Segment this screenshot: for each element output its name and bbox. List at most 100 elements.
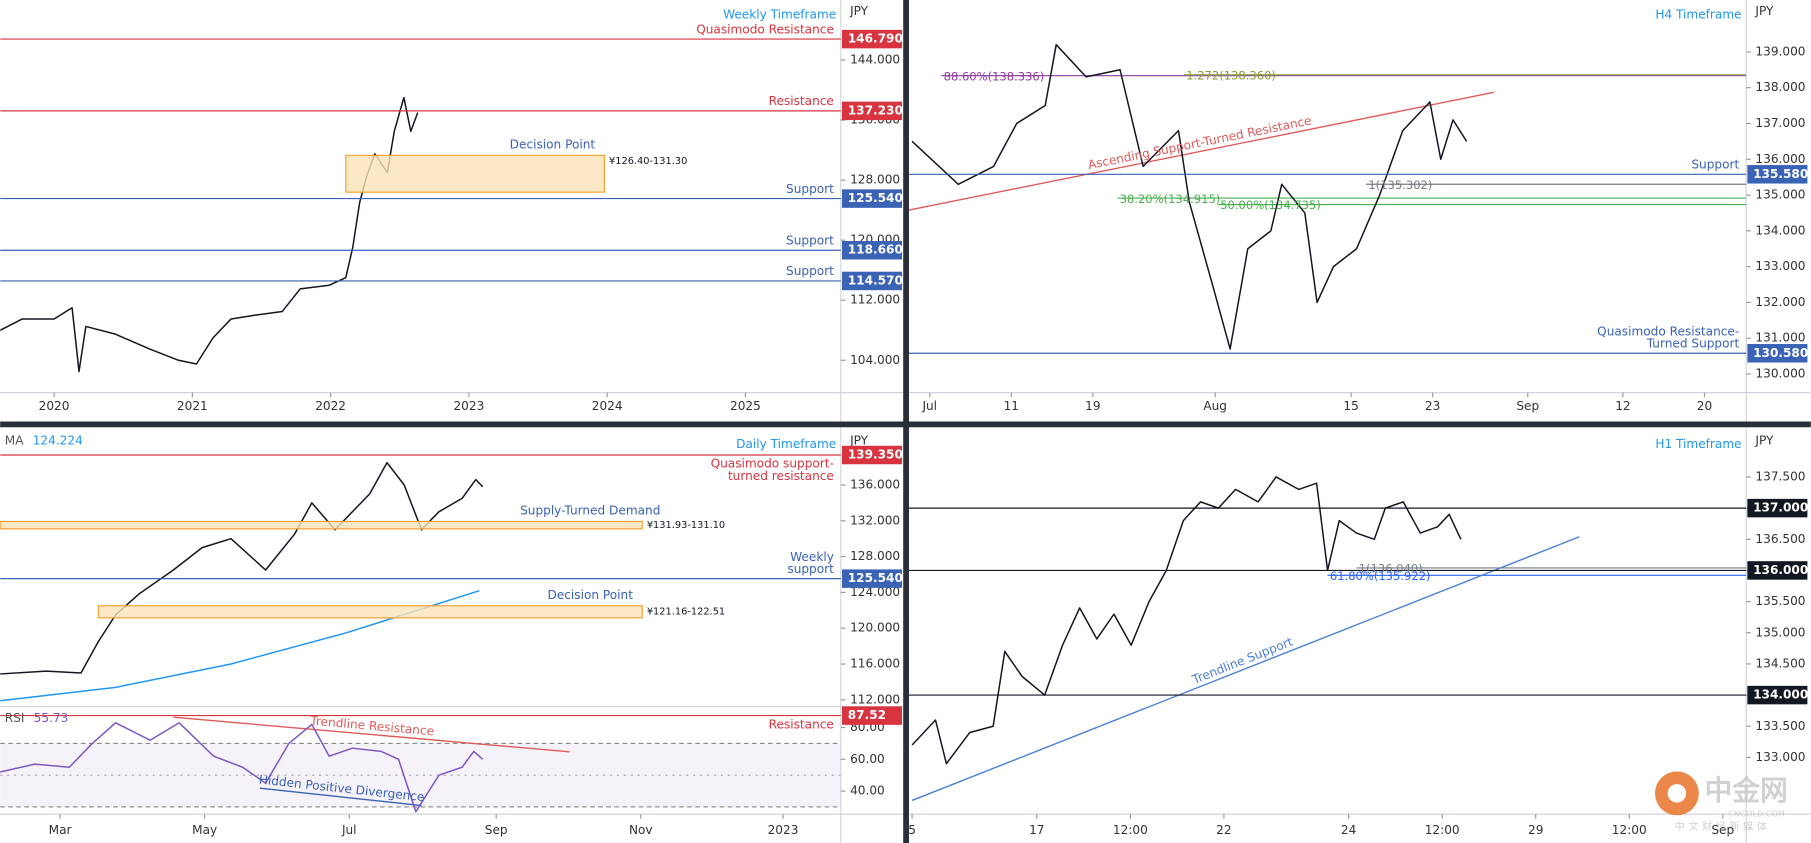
price-tag-label: 135.580 <box>1753 167 1808 181</box>
price-tag <box>841 271 903 291</box>
price-tag <box>841 189 903 208</box>
trendline <box>908 91 1494 211</box>
price-tag-label: 136.000 <box>1753 563 1808 577</box>
x-tick-label: 20 <box>1697 399 1712 413</box>
price-tag <box>841 706 903 725</box>
fib-label: 50.00%(134.735) <box>1220 198 1321 212</box>
price-tag <box>841 445 903 465</box>
x-tick-label: 5 <box>908 823 916 837</box>
x-tick-label: Aug <box>1203 399 1227 413</box>
y-tick-label: 104.000 <box>850 353 900 367</box>
level-annotation: support <box>787 562 834 576</box>
zone <box>345 154 605 193</box>
level-annotation: Support <box>786 234 834 248</box>
y-tick-label: 144.000 <box>850 53 900 67</box>
y-tick-label: 139.000 <box>1755 44 1805 58</box>
price-tag <box>1747 685 1808 705</box>
plot-area <box>908 476 1747 802</box>
zone <box>97 605 643 619</box>
legend-name: RSI <box>5 711 25 725</box>
price-tag-label: 130.580 <box>1753 346 1808 360</box>
x-tick-label: Mar <box>49 823 72 837</box>
y-tick-label: 128.000 <box>850 173 900 187</box>
x-tick-label: 12:00 <box>1612 823 1647 837</box>
y-tick-label: 133.500 <box>1755 719 1805 733</box>
plot-area <box>908 43 1747 354</box>
x-tick-label: 29 <box>1528 823 1543 837</box>
price-tag-label: 146.790 <box>848 32 903 46</box>
price-line <box>911 43 1468 350</box>
level-annotation: Quasimodo support- <box>711 457 834 471</box>
x-tick-label: 2022 <box>315 399 346 413</box>
level-annotation: Weekly <box>790 550 834 564</box>
level-annotation: Quasimodo Resistance <box>696 22 834 36</box>
timeframe-title: H1 Timeframe <box>1655 437 1741 451</box>
price-tag-label: 134.000 <box>1753 688 1808 702</box>
y-tick-label: 124.000 <box>850 585 900 599</box>
price-tag <box>1747 498 1808 518</box>
x-tick-label: 2020 <box>39 399 70 413</box>
legend-value: 124.224 <box>33 434 83 448</box>
price-tag <box>1747 561 1808 580</box>
x-tick-label: 2025 <box>730 399 761 413</box>
y-tick-label: 134.500 <box>1755 656 1805 670</box>
price-tag-label: 137.230 <box>848 103 903 117</box>
x-tick-label: Sep <box>1711 823 1734 837</box>
x-tick-label: Jul <box>341 823 357 837</box>
watermark-logo <box>1667 784 1687 803</box>
x-tick-label: 2024 <box>592 399 623 413</box>
y-tick-label: 136.500 <box>1755 532 1805 546</box>
trendline <box>173 716 570 753</box>
y-tick-label: 133.000 <box>1755 259 1805 273</box>
level-annotation: Support <box>786 182 834 196</box>
zone-range: ¥121.16-122.51 <box>647 607 725 618</box>
y-tick-label: 133.000 <box>1755 750 1805 764</box>
fib-label: 61.80%(135.922) <box>1330 569 1431 583</box>
watermark: 中金网 CNGOLD.COM 中 文 财 经 新 媒 体 <box>1654 771 1788 833</box>
price-tag-label: 118.660 <box>848 243 903 257</box>
x-tick-label: 2023 <box>768 823 799 837</box>
x-tick-label: 19 <box>1085 399 1100 413</box>
y-tick-label: 135.500 <box>1755 594 1805 608</box>
level-annotation: turned resistance <box>728 469 834 483</box>
x-tick-label: 12 <box>1615 399 1630 413</box>
timeframe-title: Weekly Timeframe <box>723 8 836 22</box>
zone-label: Decision Point <box>510 137 596 151</box>
price-tag-label: 87.52 <box>848 708 886 722</box>
x-tick-label: 24 <box>1341 823 1357 837</box>
price-tag <box>1747 165 1808 184</box>
plot-area <box>0 715 841 813</box>
fib-label: 1.272(138.360) <box>1186 68 1276 82</box>
price-tag <box>1747 344 1808 363</box>
currency-label: JPY <box>1754 4 1774 18</box>
zone <box>0 520 643 530</box>
y-tick-label: 136.000 <box>1755 152 1805 166</box>
y-tick-label: 120.000 <box>850 621 900 635</box>
y-tick-label: 112.000 <box>850 692 900 706</box>
fib-label: 88.60%(138.336) <box>944 69 1045 83</box>
panel-divider <box>0 421 1811 428</box>
price-tag <box>841 569 903 588</box>
price-tag-label: 125.540 <box>848 191 903 205</box>
y-tick-label: 60.00 <box>850 752 885 766</box>
legend-name: MA <box>5 434 24 448</box>
fib-label: 38.20%(134.915) <box>1120 192 1221 206</box>
zone-range: ¥131.93-131.10 <box>647 520 725 531</box>
watermark-title: 中金网 <box>1705 774 1788 807</box>
y-tick-label: 134.000 <box>1755 223 1805 237</box>
timeframe-title: H4 Timeframe <box>1655 8 1741 22</box>
y-tick-label: 40.00 <box>850 784 885 798</box>
y-tick-label: 136.000 <box>850 477 900 491</box>
price-line <box>0 461 484 675</box>
price-line <box>0 589 480 702</box>
level-annotation: Turned Support <box>1646 337 1740 351</box>
price-tag-label: 137.000 <box>1753 501 1808 515</box>
y-tick-label: 128.000 <box>850 549 900 563</box>
x-tick-label: 17 <box>1029 823 1044 837</box>
y-tick-label: 131.000 <box>1755 331 1805 345</box>
x-tick-label: 2023 <box>453 399 484 413</box>
trendline <box>911 536 1580 802</box>
y-tick-label: 130.000 <box>1755 367 1805 381</box>
x-tick-label: Sep <box>1516 399 1539 413</box>
